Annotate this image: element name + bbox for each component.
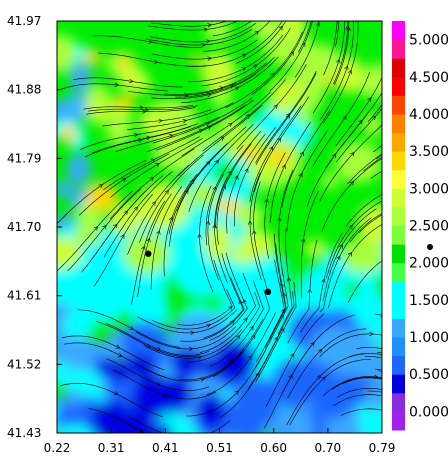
streamline-arrow	[181, 435, 185, 439]
x-tick-label: 0.22	[44, 441, 71, 455]
field-patch	[97, 293, 120, 312]
x-tick-label: 0.70	[314, 441, 341, 455]
colorbar-segment	[392, 114, 405, 133]
streamline-arrow	[335, 17, 339, 21]
x-tick-label: 0.31	[98, 441, 125, 455]
colorbar-segment	[392, 356, 405, 375]
streamline-arrow	[386, 395, 390, 399]
field-patch	[106, 111, 132, 146]
colorbar-segment	[392, 21, 405, 40]
field-patch	[154, 376, 192, 413]
streamline-arrow	[262, 9, 266, 13]
streamline-arrow	[385, 378, 389, 382]
colorbar: 0.000 0.500 1.000 1.500 2.000 2.500 3.000 3.500…	[392, 21, 448, 431]
field-patch	[310, 326, 366, 367]
streamline-arrow	[383, 258, 387, 262]
colorbar-segment	[392, 263, 405, 282]
x-tick-label: 0.60	[260, 441, 287, 455]
colorbar-segment	[392, 133, 405, 152]
field-patch	[233, 378, 280, 428]
streamline-arrow	[410, 139, 414, 142]
station-marker	[145, 251, 151, 257]
colorbar-segment	[392, 95, 405, 114]
colorbar-segment	[392, 151, 405, 170]
station-marker	[265, 289, 271, 295]
streamline-arrow	[429, 391, 433, 394]
colorbar-segment	[392, 411, 405, 430]
y-tick-label: 41.52	[7, 357, 41, 371]
field-patch	[47, 100, 80, 120]
colorbar-label: 5.000	[409, 33, 448, 49]
field-patch	[45, 34, 77, 73]
colorbar-segment	[392, 170, 405, 189]
colorbar-segment	[392, 58, 405, 77]
colorbar-segment	[392, 374, 405, 393]
y-axis: 41.97 41.88 41.79 41.70 41.61 41.52 41.43	[7, 14, 62, 440]
field-patch	[322, 173, 339, 189]
colorbar-label: 3.500	[409, 144, 448, 160]
field-patch	[35, 237, 83, 269]
field-patch	[304, 240, 327, 256]
field-patch	[357, 204, 393, 244]
field-patch	[119, 54, 131, 69]
field-patch	[232, 247, 252, 264]
colorbar-segment	[392, 393, 405, 412]
field-patch	[283, 414, 314, 443]
y-tick-label: 41.88	[7, 83, 41, 97]
plot-area	[34, 7, 407, 461]
y-tick-label: 41.43	[7, 426, 41, 440]
field-patch	[364, 385, 388, 410]
colorbar-label: 0.500	[409, 367, 448, 383]
field-patch	[92, 90, 110, 108]
field-patch	[52, 214, 75, 228]
field-patch	[67, 153, 91, 184]
colorbar-label: 3.000	[409, 181, 448, 197]
colorbar-label: 4.500	[409, 70, 448, 86]
field-patch	[69, 337, 92, 365]
x-tick-label: 0.51	[206, 441, 233, 455]
colorbar-segment	[392, 318, 405, 337]
colorbar-marker	[427, 244, 433, 250]
field-patch	[267, 148, 291, 166]
y-tick-label: 41.79	[7, 151, 41, 165]
colorbar-segment	[392, 40, 405, 59]
colorbar-segment	[392, 207, 405, 226]
y-tick-label: 41.70	[7, 220, 41, 234]
streamline-arrow	[407, 203, 411, 207]
colorbar-label: 2.500	[409, 219, 448, 235]
colorbar-segment	[392, 300, 405, 319]
x-tick-label: 0.79	[369, 441, 396, 455]
colorbar-label: 1.500	[409, 293, 448, 309]
y-tick-label: 41.97	[7, 14, 41, 28]
colorbar-label: 2.000	[409, 256, 448, 272]
x-tick-label: 0.41	[152, 441, 179, 455]
streamline-arrow	[426, 388, 430, 391]
field-patch	[70, 62, 91, 93]
streamline	[330, 0, 338, 22]
colorbar-segment	[392, 226, 405, 245]
colorbar-segment	[392, 77, 405, 96]
field-patch	[53, 181, 74, 197]
colorbar-label: 0.000	[409, 404, 448, 420]
colorbar-segment	[392, 244, 405, 263]
field-patch	[195, 393, 226, 429]
field-patch	[114, 96, 136, 110]
field-patch	[64, 389, 81, 407]
streamline-arrow	[388, 189, 392, 193]
streamline-arrow	[425, 130, 429, 134]
y-tick-label: 41.61	[7, 289, 41, 303]
colorbar-segment	[392, 188, 405, 207]
streamline-arrow	[410, 358, 414, 361]
field-patch	[134, 78, 151, 93]
colorbar-segment	[392, 337, 405, 356]
field-patch	[355, 278, 381, 310]
colorbar-label: 1.000	[409, 330, 448, 346]
colorbar-segment	[392, 281, 405, 300]
colorbar-label: 4.000	[409, 107, 448, 123]
field-patch	[84, 50, 101, 64]
field-patch	[60, 124, 76, 143]
